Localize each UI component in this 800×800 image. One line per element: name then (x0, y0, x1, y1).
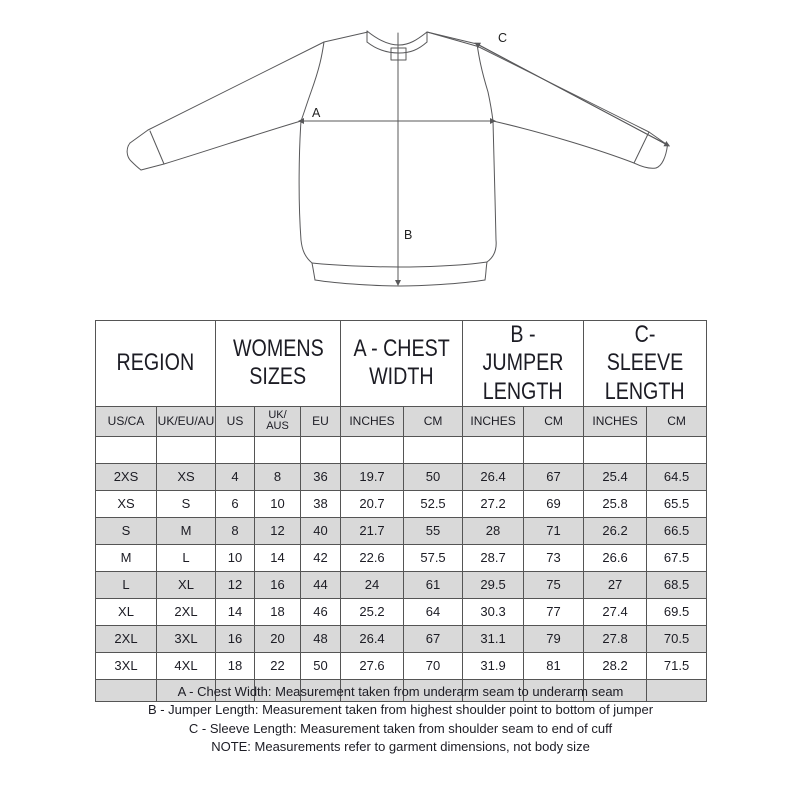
svg-text:C: C (498, 31, 507, 45)
svg-text:A: A (312, 106, 321, 120)
svg-text:B: B (404, 228, 412, 242)
